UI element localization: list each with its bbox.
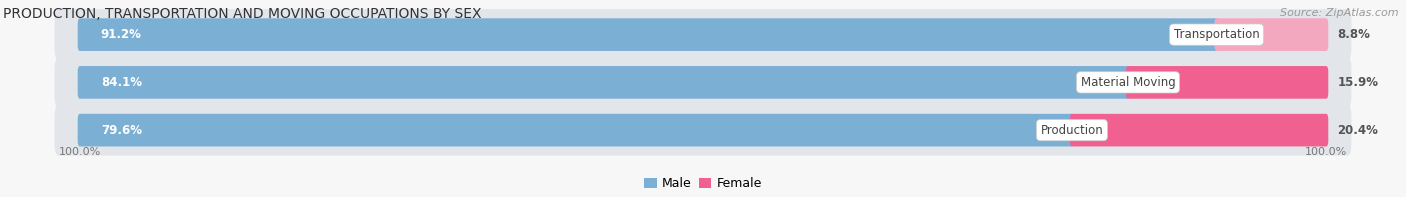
FancyBboxPatch shape bbox=[55, 57, 1351, 108]
Text: 79.6%: 79.6% bbox=[101, 124, 142, 137]
Text: 20.4%: 20.4% bbox=[1337, 124, 1378, 137]
FancyBboxPatch shape bbox=[1215, 18, 1329, 51]
Text: Source: ZipAtlas.com: Source: ZipAtlas.com bbox=[1281, 8, 1399, 18]
FancyBboxPatch shape bbox=[1070, 114, 1329, 146]
Text: PRODUCTION, TRANSPORTATION AND MOVING OCCUPATIONS BY SEX: PRODUCTION, TRANSPORTATION AND MOVING OC… bbox=[3, 7, 481, 21]
Text: Material Moving: Material Moving bbox=[1081, 76, 1175, 89]
FancyBboxPatch shape bbox=[1126, 66, 1329, 99]
FancyBboxPatch shape bbox=[55, 105, 1351, 156]
Text: 100.0%: 100.0% bbox=[59, 147, 101, 157]
Text: Transportation: Transportation bbox=[1174, 28, 1260, 41]
FancyBboxPatch shape bbox=[77, 114, 1074, 146]
Text: 84.1%: 84.1% bbox=[101, 76, 142, 89]
Text: 100.0%: 100.0% bbox=[1305, 147, 1347, 157]
FancyBboxPatch shape bbox=[77, 66, 1130, 99]
FancyBboxPatch shape bbox=[77, 18, 1219, 51]
FancyBboxPatch shape bbox=[55, 9, 1351, 60]
Text: Production: Production bbox=[1040, 124, 1104, 137]
Text: 15.9%: 15.9% bbox=[1337, 76, 1378, 89]
Text: 8.8%: 8.8% bbox=[1337, 28, 1371, 41]
Text: 91.2%: 91.2% bbox=[101, 28, 142, 41]
Legend: Male, Female: Male, Female bbox=[640, 172, 766, 195]
